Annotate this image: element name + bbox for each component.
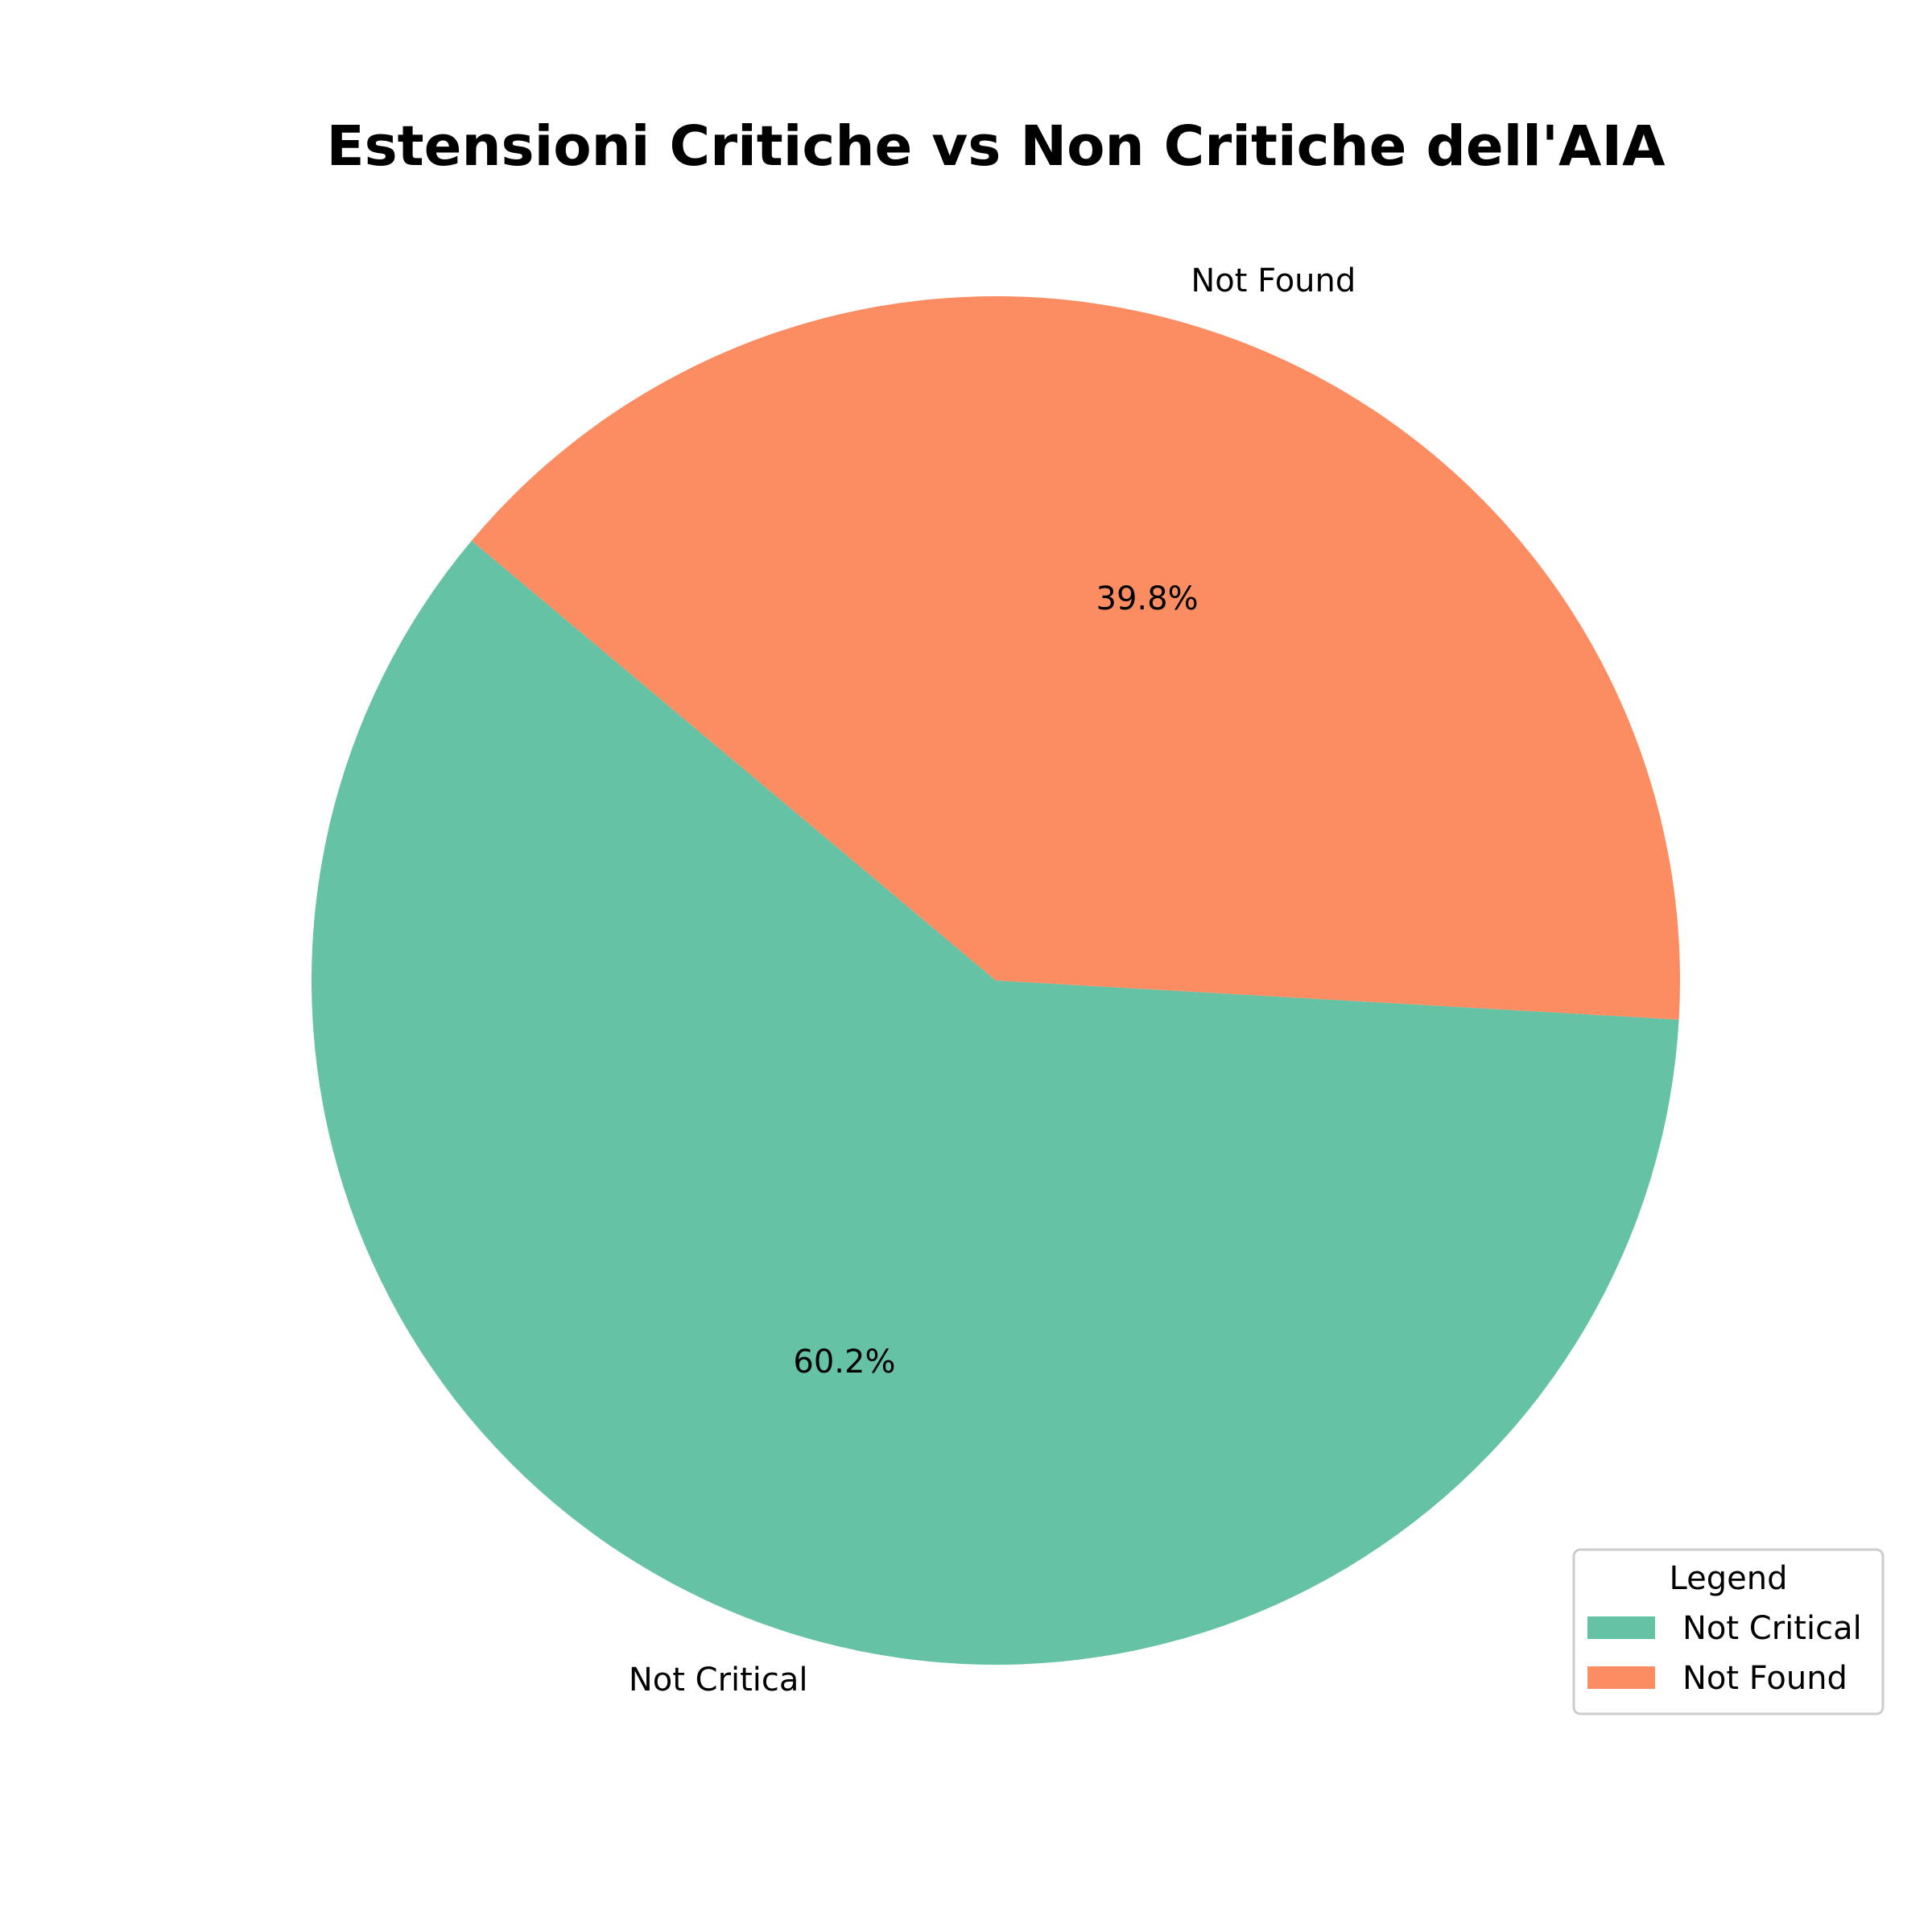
legend-label-not-found: Not Found <box>1682 1660 1847 1697</box>
pie-slice-not-found <box>471 296 1681 1020</box>
legend-swatch-not-found <box>1587 1666 1655 1689</box>
legend-swatch-not-critical <box>1587 1616 1655 1639</box>
slice-value-label-not-critical: 60.2% <box>793 1344 895 1381</box>
legend-title: Legend <box>1670 1560 1788 1597</box>
legend-label-not-critical: Not Critical <box>1682 1610 1862 1647</box>
legend: Legend Not Critical Not Found <box>1572 1548 1885 1715</box>
pie-slice-not-critical <box>311 540 1679 1665</box>
chart-title: Estensioni Critiche vs Non Critiche dell… <box>326 114 1666 179</box>
slice-label-not-critical: Not Critical <box>629 1662 808 1699</box>
slice-value-label-not-found: 39.8% <box>1096 580 1199 617</box>
slice-label-not-found: Not Found <box>1191 262 1356 299</box>
pie-slices <box>311 296 1681 1665</box>
pie-labels: Not Critical 60.2% Not Found 39.8% <box>629 262 1356 1699</box>
